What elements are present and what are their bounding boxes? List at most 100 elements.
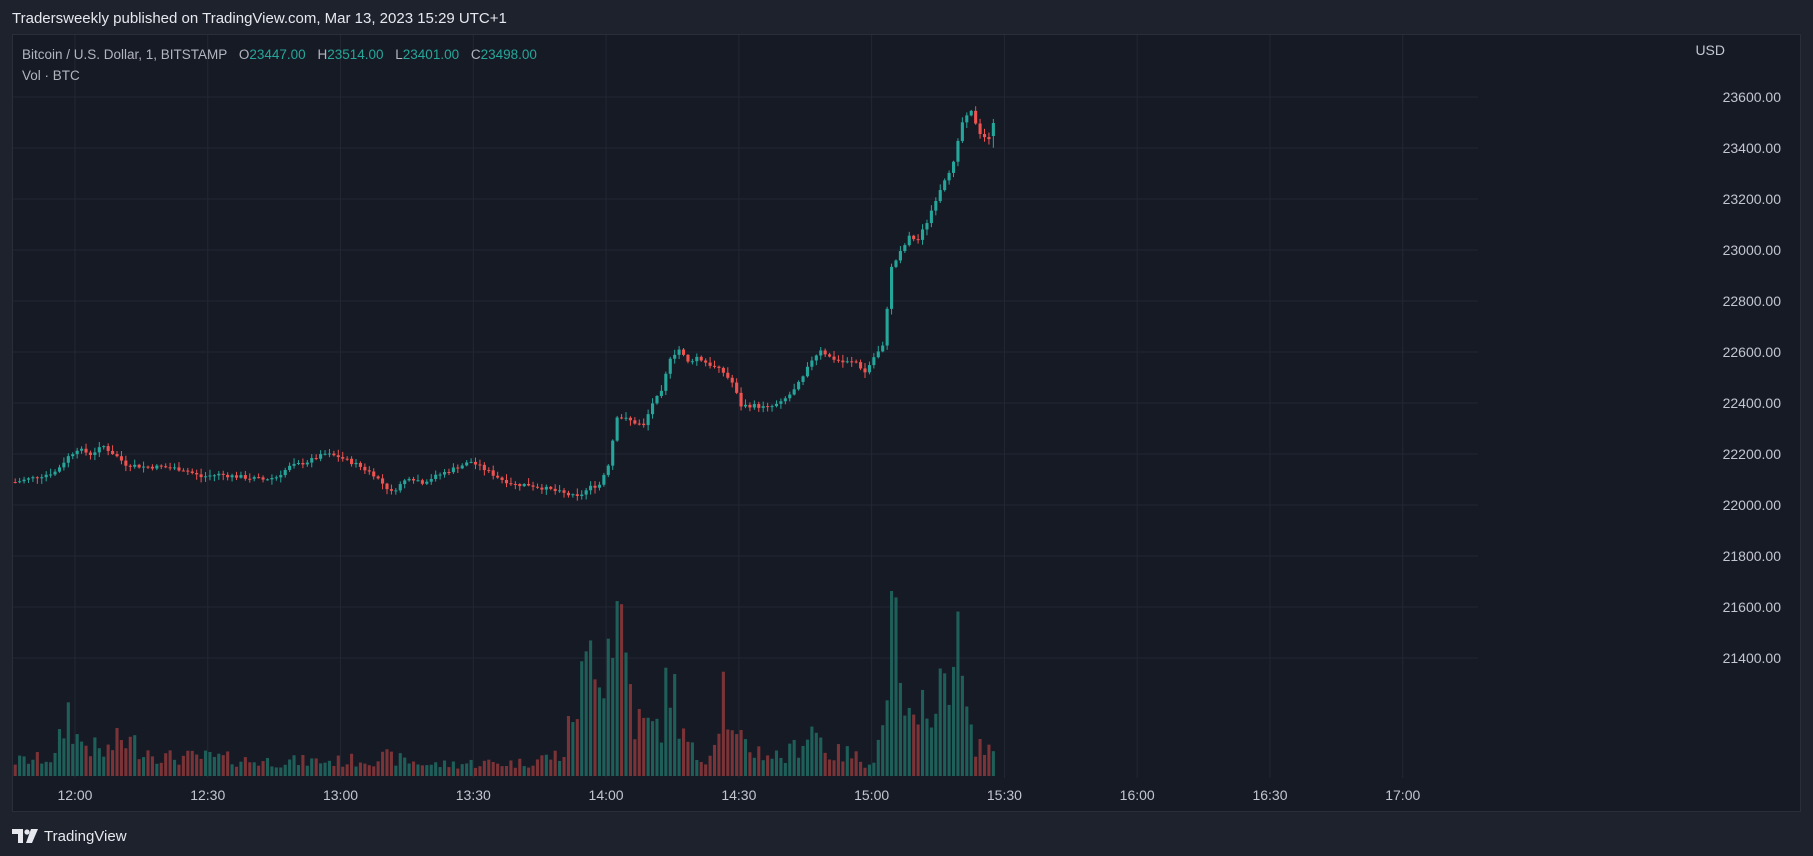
candle-body xyxy=(739,392,743,407)
candle-body xyxy=(31,477,35,479)
volume-bar xyxy=(863,767,867,776)
volume-bar xyxy=(544,754,548,776)
volume-bar xyxy=(119,740,123,776)
candle-body xyxy=(407,478,411,481)
candle-body xyxy=(708,362,712,366)
candle-body xyxy=(181,470,185,472)
volume-bar xyxy=(651,721,655,776)
price-axis[interactable]: USD 23600.00 23400.00 23200.00 23000.00 22800… xyxy=(1695,42,1781,666)
candle-body xyxy=(978,123,982,135)
candle-body xyxy=(279,475,283,478)
candle-body xyxy=(133,464,137,467)
candle-body xyxy=(111,450,115,455)
volume-bar xyxy=(876,739,880,776)
price-tick-label: 23000.00 xyxy=(1723,242,1782,258)
volume-bar xyxy=(305,765,309,776)
volume-bar xyxy=(142,757,146,776)
time-tick-label: 12:30 xyxy=(190,787,225,803)
candle-body xyxy=(119,456,123,461)
volume-bar xyxy=(606,638,610,776)
volume-bar xyxy=(80,741,84,776)
candle-body xyxy=(363,466,367,471)
candle-body xyxy=(35,477,39,479)
candle-body xyxy=(226,474,230,478)
volume-bar xyxy=(487,759,491,776)
currency-label: USD xyxy=(1695,42,1725,58)
candle-body xyxy=(496,475,500,478)
price-tick-label: 23200.00 xyxy=(1723,191,1782,207)
candle-body xyxy=(212,475,216,477)
volume-bar xyxy=(442,760,447,776)
volume-bar xyxy=(403,757,407,776)
time-axis[interactable]: 12:00 12:30 13:00 13:30 14:00 14:30 15:00 15:30… xyxy=(57,787,1420,803)
candle-body xyxy=(412,478,416,481)
volume-bar xyxy=(172,759,177,776)
volume-bar xyxy=(252,762,256,776)
volume-bar xyxy=(805,739,810,776)
volume-bar xyxy=(553,750,557,776)
volume-bar xyxy=(836,744,840,776)
volume-bar xyxy=(673,674,677,776)
candle-body xyxy=(898,251,902,261)
volume-bar xyxy=(336,755,340,776)
candle-body xyxy=(974,110,978,124)
low-value: 23401.00 xyxy=(402,47,460,62)
candle-body xyxy=(681,349,686,355)
time-tick-label: 13:30 xyxy=(456,787,491,803)
volume-bar xyxy=(690,742,694,776)
candle-body xyxy=(774,403,779,407)
price-tick-label: 21800.00 xyxy=(1723,548,1782,564)
candle-body xyxy=(97,447,101,453)
volume-bar xyxy=(420,765,424,776)
candle-body xyxy=(633,420,637,424)
footer[interactable]: TradingView xyxy=(12,826,127,846)
candle-body xyxy=(354,462,358,465)
volume-bar xyxy=(646,717,650,776)
volume-bar xyxy=(341,766,345,776)
candle-body xyxy=(221,473,225,475)
candle-body xyxy=(712,365,717,367)
volume-bar xyxy=(991,751,995,776)
candle-body xyxy=(243,475,247,479)
candle-body xyxy=(168,467,172,469)
candle-body xyxy=(358,462,362,467)
candle-body xyxy=(668,358,672,374)
candle-body xyxy=(288,465,292,470)
candle-body xyxy=(150,466,154,469)
volume-bar xyxy=(903,715,907,776)
candle-body xyxy=(270,477,274,480)
candle-body xyxy=(841,360,845,363)
volume-bar xyxy=(850,758,854,776)
candle-body xyxy=(721,367,725,373)
open-value: 23447.00 xyxy=(249,47,306,62)
volume-bar xyxy=(783,762,787,776)
candle-body xyxy=(770,406,774,408)
volume-bar xyxy=(310,758,314,776)
volume-bar xyxy=(84,745,88,776)
candle-body xyxy=(965,115,969,123)
candle-body xyxy=(757,404,761,408)
candle-body xyxy=(190,471,194,474)
chart-frame[interactable] xyxy=(12,34,1801,812)
candle-body xyxy=(522,483,526,487)
candle-body xyxy=(164,466,168,468)
candle-body xyxy=(947,172,951,181)
close-value: 23498.00 xyxy=(480,47,537,62)
candle-body xyxy=(717,366,721,368)
volume-bar xyxy=(301,755,305,776)
price-tick-label: 21400.00 xyxy=(1723,650,1782,666)
candle-body xyxy=(934,201,938,211)
volume-bar xyxy=(797,757,801,776)
candle-body xyxy=(890,266,894,309)
candle-body xyxy=(482,464,486,471)
volume-bar xyxy=(473,767,478,776)
volume-bar xyxy=(814,732,818,776)
candle-body xyxy=(416,480,420,482)
candle-body xyxy=(991,123,995,137)
volume-bar xyxy=(190,750,194,776)
volume-bar xyxy=(859,761,863,776)
candle-body xyxy=(332,453,336,456)
volume-bar xyxy=(726,729,730,776)
candle-body xyxy=(571,494,575,496)
